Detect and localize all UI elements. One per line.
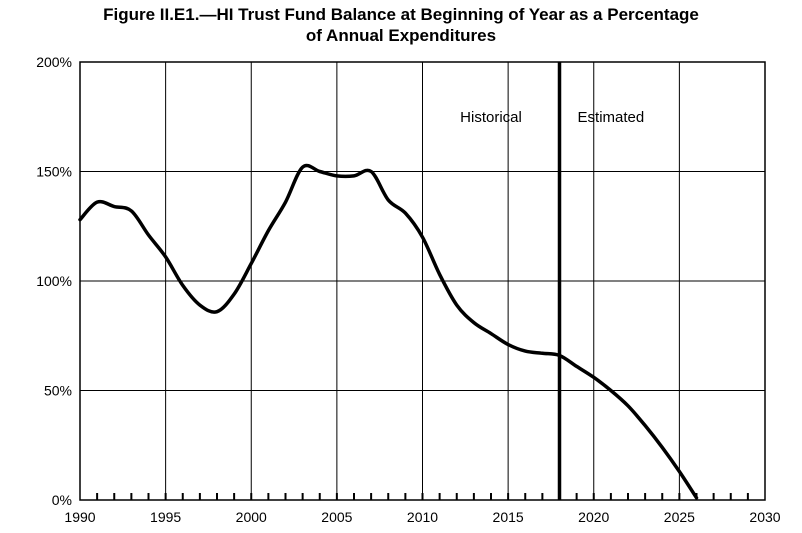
x-tick-label: 2005: [321, 509, 352, 525]
x-tick-label: 2015: [493, 509, 524, 525]
x-tick-label: 1995: [150, 509, 181, 525]
series-line: [78, 163, 699, 500]
y-tick-label: 100%: [36, 273, 72, 289]
y-tick-label: 0%: [52, 492, 72, 508]
chart-title-line-2: of Annual Expenditures: [305, 26, 497, 45]
x-tick-label: 2030: [749, 509, 780, 525]
y-tick-label: 50%: [44, 383, 72, 399]
y-tick-label: 150%: [36, 164, 72, 180]
x-tick-label: 2000: [236, 509, 267, 525]
y-tick-label: 200%: [36, 54, 72, 70]
x-tick-label: 2010: [407, 509, 438, 525]
x-tick-label: 2025: [664, 509, 695, 525]
x-tick-label: 2020: [578, 509, 609, 525]
annotation-label: Estimated: [578, 109, 645, 126]
annotation-label: Historical: [460, 109, 522, 126]
chart-title-line-1: Figure II.E1.—HI Trust Fund Balance at B…: [103, 5, 699, 24]
x-tick-label: 1990: [64, 509, 95, 525]
